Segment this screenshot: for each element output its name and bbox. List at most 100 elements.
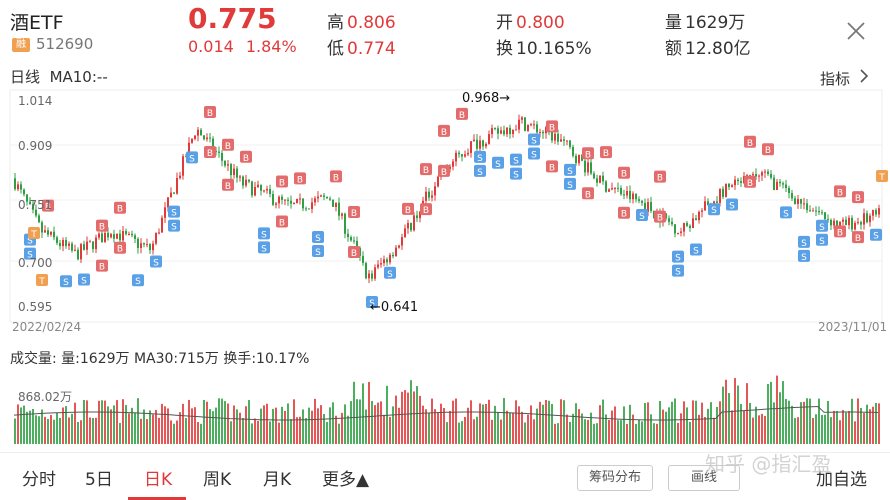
low-stat: 低 0.774 [327,39,396,59]
candle-body [371,273,373,279]
volume-bar [122,399,124,444]
sell-marker-label: S [801,253,807,263]
y-tick-3: 0.751 [18,198,53,212]
volume-bar [683,401,685,444]
buy-marker [654,210,666,223]
sell-marker [726,198,738,211]
volume-bar [764,415,766,444]
volume-bar [317,408,319,444]
volume-bar [737,385,739,444]
buy-marker-label: B [207,109,213,119]
candle-body [356,240,358,249]
indicator-button[interactable]: 指标 [820,70,851,88]
candle-body [323,195,325,197]
draw-line-button[interactable]: 画线 [668,465,740,491]
add-watchlist-button[interactable]: 加自选 [816,470,867,490]
chevron-right-icon[interactable] [858,68,870,84]
tab-more[interactable]: 更多▲ [322,470,370,490]
volume-bar [323,413,325,444]
volume-bar [299,416,301,444]
candle-body [287,199,289,201]
sell-marker-label: S [711,206,717,216]
buy-marker-label: B [117,245,123,255]
tab-monthly-k[interactable]: 月K [263,470,292,490]
candle-body [128,233,130,235]
volume-bar [443,408,445,444]
candle-body [647,202,649,212]
volume-bar [689,421,691,444]
volume-bar [401,391,403,444]
volume-bar [41,409,43,444]
volume-bar [545,399,547,444]
volume-bar [491,419,493,444]
sell-marker [528,133,540,146]
sell-marker-label: S [315,234,321,244]
volume-bar [539,401,541,444]
sell-marker-label: S [171,209,177,219]
volume-bar [257,420,259,444]
buy-marker [402,202,414,215]
tab-weekly-k[interactable]: 周K [203,470,232,490]
candle-body [500,130,502,134]
buy-marker [618,206,630,219]
candle-body [401,237,403,246]
candle-body [296,198,298,204]
candle-body [434,186,436,196]
chip-distribution-button[interactable]: 筹码分布 [577,465,653,491]
candle-body [677,232,679,234]
candle-body [839,221,841,227]
volume-bar [572,413,574,444]
sell-marker [384,266,396,279]
volume-bar [356,399,358,444]
candle-body [302,198,304,209]
candle-body [680,231,682,233]
buy-marker [114,241,126,254]
volume-bar [38,416,40,444]
volume-bar [395,395,397,444]
volume-bar [275,407,277,444]
sell-marker [564,177,576,190]
volume-bar [233,405,235,444]
buy-marker-label: B [747,139,753,149]
volume-bar [305,418,307,444]
candle-body [758,175,760,177]
tab-daily-k[interactable]: 日K [144,470,173,490]
candle-body [380,263,382,265]
volume-y-tick: 868.02万 [18,390,72,404]
volume-bar [422,405,424,444]
volume-bar [212,411,214,444]
volume-bar [374,405,376,444]
volume-bar [56,412,58,444]
tab-5day[interactable]: 5日 [85,470,113,490]
volume-bar [290,419,292,444]
sell-marker [78,273,90,286]
volume-bar [560,399,562,444]
volume-bar [155,409,157,444]
volume-chart[interactable]: 868.02万 [0,370,890,444]
volume-bar [143,409,145,444]
candle-body [845,219,847,226]
candle-body [668,218,670,222]
candle-body [761,172,763,176]
candle-body [599,175,601,183]
candle-body [386,259,388,263]
candle-body [824,212,826,220]
tab-intraday[interactable]: 分时 [22,470,56,490]
candle-body [383,259,385,264]
candle-body [584,160,586,173]
volume-bar [695,400,697,444]
sell-marker [564,163,576,176]
sell-marker-label: S [387,270,393,280]
close-icon[interactable] [845,20,867,42]
volume-bar [569,421,571,444]
candle-body [413,215,415,231]
active-tab-indicator [128,497,186,500]
end-date: 2023/11/01 [818,320,888,334]
y-tick-min: 0.595 [18,300,53,314]
candle-body [116,233,118,239]
volume-bar [95,417,97,444]
buy-marker [582,187,594,200]
volume-bar [371,401,373,444]
sell-marker-label: S [819,223,825,233]
